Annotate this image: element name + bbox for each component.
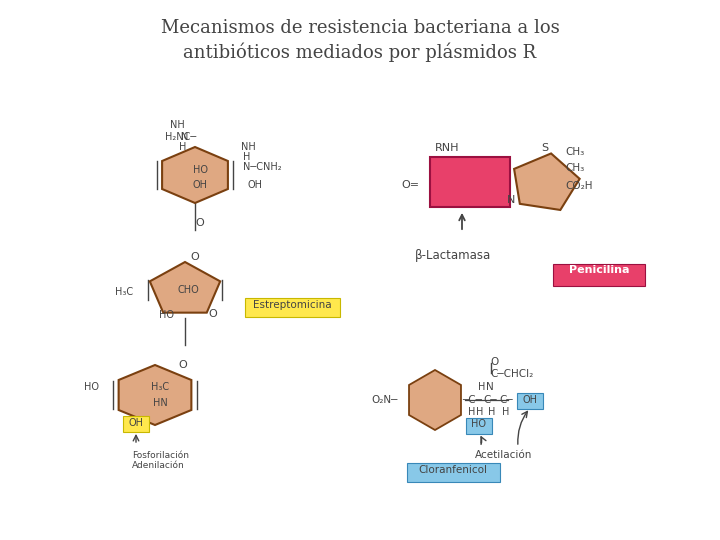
Text: C─: C─ [483, 395, 497, 405]
Polygon shape [119, 365, 192, 425]
Text: O: O [196, 218, 204, 228]
Text: H: H [488, 407, 495, 417]
Text: H: H [468, 407, 476, 417]
Text: Mecanismos de resistencia bacteriana a los: Mecanismos de resistencia bacteriana a l… [161, 19, 559, 37]
Text: Penicilina: Penicilina [569, 265, 629, 275]
FancyBboxPatch shape [123, 416, 149, 432]
Text: N: N [181, 132, 189, 142]
Text: C─CHCl₂: C─CHCl₂ [490, 369, 534, 379]
Text: OH: OH [128, 418, 143, 428]
Polygon shape [150, 262, 220, 313]
Text: CO₂H: CO₂H [565, 181, 593, 191]
Text: HN: HN [153, 398, 167, 408]
Text: H: H [478, 382, 486, 392]
Text: O=: O= [402, 180, 420, 190]
Text: CH₃: CH₃ [565, 163, 584, 173]
Text: ─C─: ─C─ [462, 395, 482, 405]
Text: C─: C─ [499, 395, 513, 405]
Text: O: O [209, 309, 217, 319]
Text: Fosforilación: Fosforilación [132, 450, 189, 460]
Text: OH: OH [192, 180, 207, 190]
Text: S: S [541, 143, 548, 153]
Text: H₃C: H₃C [115, 287, 133, 297]
Text: O: O [179, 360, 187, 370]
Text: O₂N─: O₂N─ [372, 395, 398, 405]
Text: Cloranfenicol: Cloranfenicol [418, 465, 487, 475]
Text: RNH: RNH [435, 143, 459, 153]
FancyBboxPatch shape [466, 418, 492, 434]
Text: H: H [179, 142, 186, 152]
Text: CH₃: CH₃ [565, 147, 584, 157]
Polygon shape [409, 370, 461, 430]
Text: HO: HO [192, 165, 207, 175]
FancyBboxPatch shape [407, 462, 500, 482]
Text: N: N [507, 195, 516, 205]
Text: H: H [477, 407, 484, 417]
Text: O: O [191, 252, 199, 262]
FancyBboxPatch shape [245, 298, 340, 316]
FancyBboxPatch shape [553, 264, 645, 286]
Text: OH: OH [247, 180, 262, 190]
Text: HO: HO [160, 310, 174, 320]
Text: Acetilación: Acetilación [475, 450, 533, 460]
Text: HO: HO [472, 419, 487, 429]
Text: H: H [243, 152, 251, 162]
Text: Adenilación: Adenilación [132, 461, 185, 469]
Text: O: O [490, 357, 498, 367]
FancyBboxPatch shape [517, 393, 543, 409]
Polygon shape [162, 147, 228, 203]
Text: H: H [503, 407, 510, 417]
Bar [430, 157, 510, 207]
Text: antibióticos mediados por plásmidos R: antibióticos mediados por plásmidos R [184, 42, 536, 62]
Text: N─CNH₂: N─CNH₂ [243, 162, 282, 172]
Text: NH: NH [170, 120, 184, 130]
Text: OH: OH [523, 395, 538, 405]
Text: β-Lactamasa: β-Lactamasa [415, 248, 491, 261]
Text: H₃C: H₃C [151, 382, 169, 392]
Text: Estreptomicina: Estreptomicina [253, 300, 331, 310]
Text: HO: HO [84, 382, 99, 392]
Text: CHO: CHO [177, 285, 199, 295]
Text: H₂NC─: H₂NC─ [165, 132, 197, 142]
Polygon shape [514, 153, 580, 210]
Text: N: N [486, 382, 494, 392]
Text: NH: NH [241, 142, 256, 152]
